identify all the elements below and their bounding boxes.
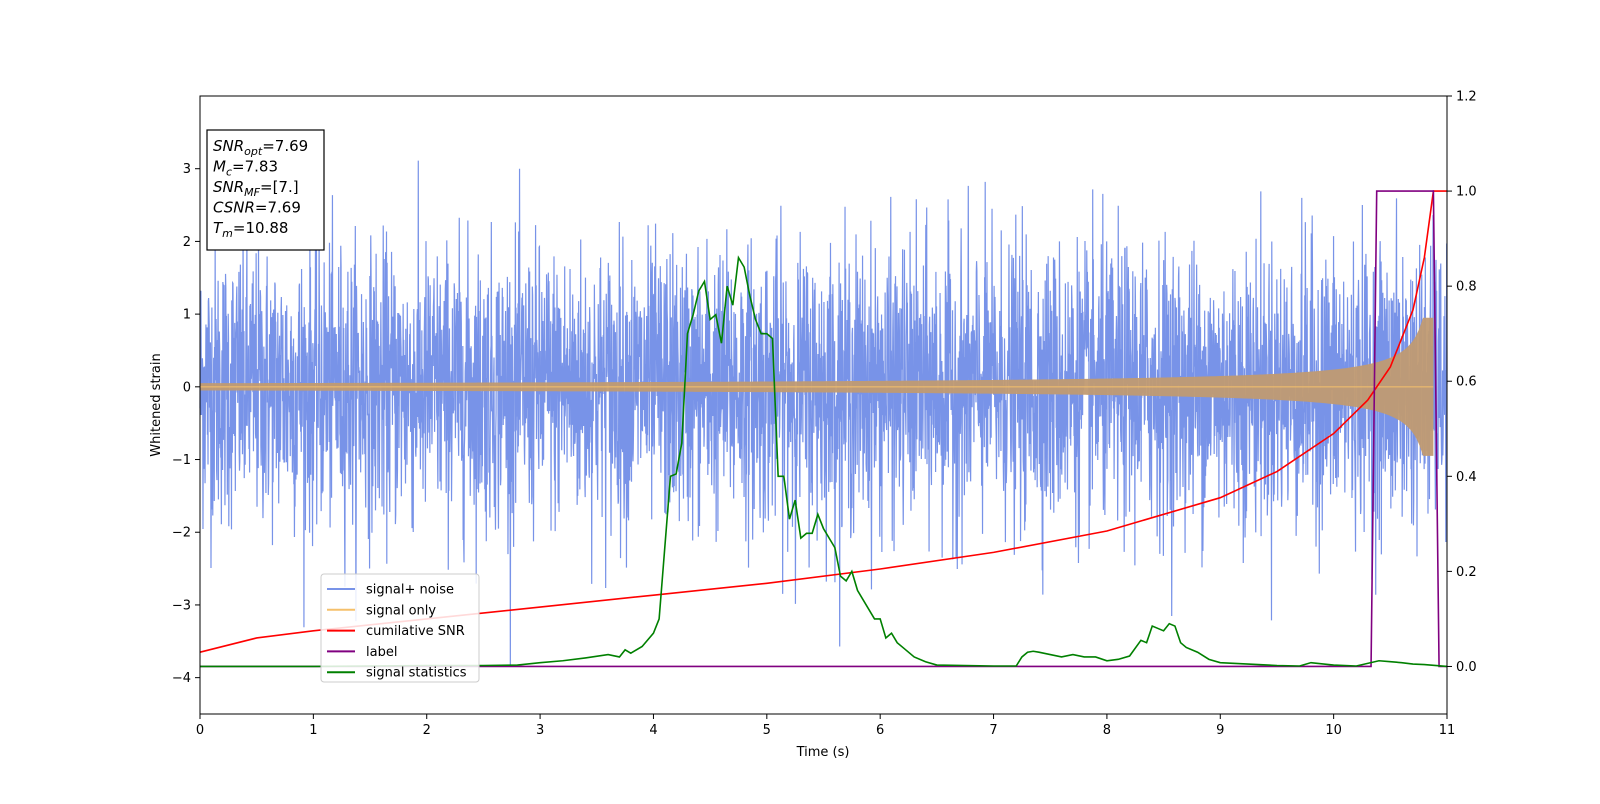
series-signal-statistics-line [200, 255, 1448, 668]
y-right-tick-label: 0.0 [1456, 660, 1477, 675]
y-tick-label: 2 [183, 235, 191, 250]
annotation-line: Mc=7.83 [213, 158, 278, 179]
x-tick-label: 10 [1325, 723, 1342, 738]
legend-item-signal-only: signal only [327, 603, 436, 618]
x-tick-label: 2 [423, 723, 431, 738]
x-axis-label: Time (s) [796, 745, 850, 760]
x-tick-label: 8 [1103, 723, 1111, 738]
plot-frame [199, 95, 1448, 715]
y-tick-label: −1 [172, 453, 191, 468]
noise-layer [199, 160, 1448, 665]
y-tick-label: −3 [172, 598, 191, 613]
legend-label: label [366, 645, 397, 660]
x-tick-label: 5 [763, 723, 771, 738]
y-tick-label: −4 [172, 671, 191, 686]
x-tick-label: 6 [876, 723, 884, 738]
y-right-tick-label: 0.2 [1456, 565, 1477, 580]
axes-layer: 0 1 2 3 4 5 6 7 8 9 10 11 −4 −3 −2 −1 0 1 2 3 0.0 0.2 0.4 0.6 0.… [172, 90, 1477, 739]
x-tick-label: 3 [536, 723, 544, 738]
chirp-layer [200, 317, 1434, 456]
legend-label: signal only [366, 603, 436, 618]
x-tick-label: 11 [1439, 723, 1456, 738]
legend-item-signal-noise: signal+ noise [327, 583, 454, 598]
annotation-line: Tm=10.88 [213, 219, 288, 240]
legend-label: signal statistics [366, 666, 467, 681]
legend-item-cumulative-snr: cumilative SNR [327, 624, 465, 639]
y-right-tick-label: 0.8 [1456, 280, 1477, 295]
legend-label: signal+ noise [366, 583, 454, 598]
series-signal-noise-line [199, 160, 1448, 665]
y-tick-label: 3 [183, 162, 191, 177]
x-tick-label: 4 [649, 723, 657, 738]
annotation-line: SNRopt=7.69 [213, 137, 308, 158]
x-tick-label: 1 [309, 723, 317, 738]
legend-item-signal-statistics: signal statistics [327, 666, 467, 681]
y-tick-label: 0 [183, 380, 191, 395]
y-right-tick-label: 0.4 [1456, 470, 1477, 485]
legend-label: cumilative SNR [366, 624, 465, 639]
y-tick-label: −2 [172, 526, 191, 541]
legend: signal+ noise signal only cumilative SNR la… [320, 573, 480, 683]
annotation-line: CSNR=7.69 [213, 199, 301, 217]
x-tick-label: 0 [196, 723, 204, 738]
x-tick-label: 7 [989, 723, 997, 738]
y-right-tick-label: 1.2 [1456, 90, 1477, 105]
y-right-tick-label: 0.6 [1456, 375, 1477, 390]
legend-item-label: label [327, 645, 397, 660]
annotation-line: SNRMF=[7.] [213, 178, 299, 199]
x-tick-label: 9 [1216, 723, 1224, 738]
y-tick-label: 1 [183, 308, 191, 323]
y-right-tick-label: 1.0 [1456, 185, 1477, 200]
y-axis-label: Whitened strain [149, 353, 164, 456]
